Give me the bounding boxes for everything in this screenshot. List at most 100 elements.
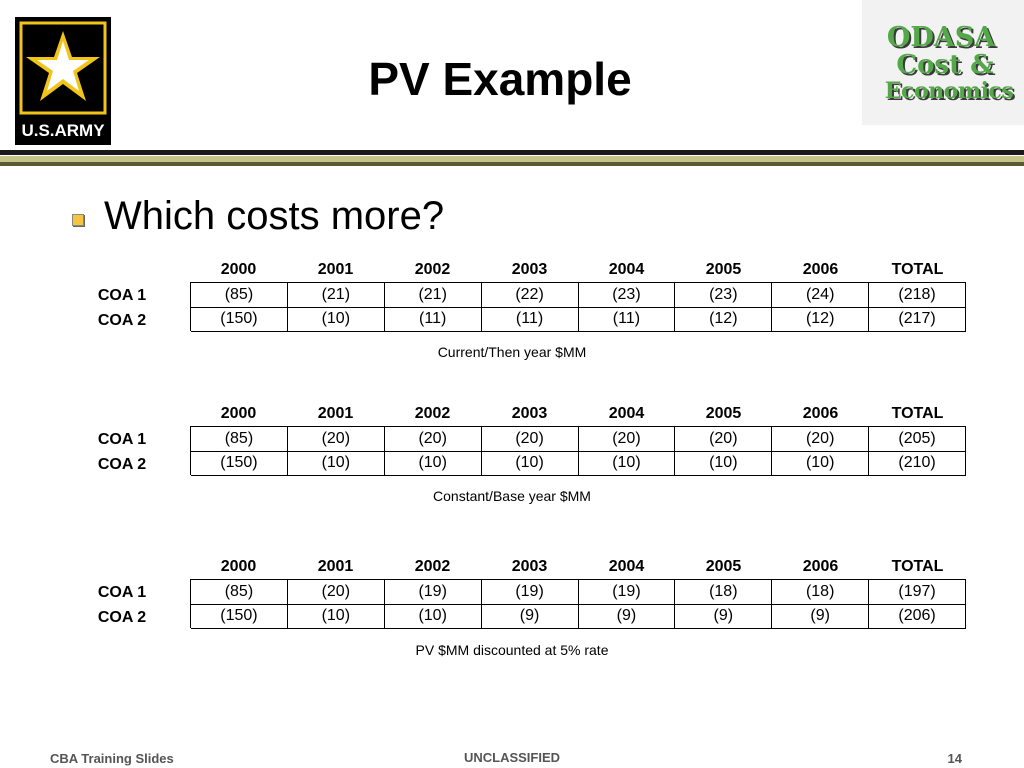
bullet-item: Which costs more?	[72, 188, 444, 244]
table-cell: (18)	[772, 580, 870, 605]
table-cell: (10)	[384, 604, 482, 629]
header-cell: 2001	[317, 405, 354, 422]
table-header: 2000 2001 2002 2003 2004 2005 2006 TOTAL	[190, 258, 966, 282]
header-cell: 2006	[802, 405, 839, 422]
table-cell: (19)	[578, 580, 676, 605]
table-cell: (10)	[384, 451, 482, 476]
table-cell: (21)	[384, 283, 482, 308]
table-cell: (10)	[287, 451, 385, 476]
table-cell: (20)	[578, 427, 676, 452]
table-cell: (21)	[287, 283, 385, 308]
army-logo: U.S.ARMY	[15, 17, 111, 145]
table-cell: (10)	[287, 604, 385, 629]
header-cell: 2000	[220, 261, 257, 278]
table-cell: (85)	[191, 427, 288, 452]
table-cell: (19)	[481, 580, 579, 605]
odasa-logo-line1: ODASA	[886, 22, 996, 53]
row-label: COA 2	[97, 456, 147, 473]
table-cell: (23)	[578, 283, 676, 308]
table-cell: (10)	[287, 307, 385, 332]
header-cell: 2006	[802, 261, 839, 278]
header-cell: 2003	[511, 558, 548, 575]
table-cell: (20)	[481, 427, 579, 452]
header-cell: 2001	[317, 261, 354, 278]
header-cell: 2003	[511, 405, 548, 422]
army-logo-text: U.S.ARMY	[15, 117, 111, 145]
bullet-text: Which costs more?	[104, 193, 445, 238]
table-cell: (10)	[481, 451, 579, 476]
table-cell: (23)	[675, 283, 773, 308]
row-label: COA 1	[97, 584, 147, 601]
header-cell: 2005	[705, 261, 742, 278]
header-cell: 2005	[705, 558, 742, 575]
table-cell: (85)	[191, 580, 288, 605]
header-cell: 2006	[802, 558, 839, 575]
table-cell: (9)	[772, 604, 870, 629]
odasa-logo-line3: Economics	[884, 78, 1014, 104]
row-label: COA 2	[97, 312, 147, 329]
header-cell: 2004	[608, 261, 645, 278]
table-cell: (9)	[481, 604, 579, 629]
header-cell: 2000	[220, 405, 257, 422]
table-cell: (85)	[191, 283, 288, 308]
table-cell: (9)	[578, 604, 676, 629]
table-cell: (206)	[869, 604, 966, 629]
table-header: 2000 2001 2002 2003 2004 2005 2006 TOTAL	[190, 555, 966, 579]
table-cell: (10)	[772, 451, 870, 476]
header-cell: 2002	[414, 261, 451, 278]
table-cell: (12)	[772, 307, 870, 332]
table-cell: (22)	[481, 283, 579, 308]
table-row: (85) (20) (19) (19) (19) (18) (18) (197)	[191, 580, 966, 605]
table-row: (150) (10) (10) (10) (10) (10) (10) (210…	[191, 451, 966, 476]
table-cell: (210)	[869, 451, 966, 476]
table-cell: (218)	[869, 283, 966, 308]
classification-label: UNCLASSIFIED	[463, 750, 561, 765]
table-caption: Constant/Base year $MM	[433, 488, 591, 504]
header-cell: 2005	[705, 405, 742, 422]
header-divider	[0, 150, 1024, 155]
row-label: COA 2	[97, 609, 147, 626]
header-cell: 2000	[220, 558, 257, 575]
header-cell: 2001	[317, 558, 354, 575]
table-cell: (150)	[191, 307, 288, 332]
table-cell: (20)	[384, 427, 482, 452]
table-cell: (10)	[578, 451, 676, 476]
header-cell: TOTAL	[891, 558, 944, 575]
header-cell: 2003	[511, 261, 548, 278]
table-cell: (24)	[772, 283, 870, 308]
row-label: COA 1	[97, 287, 147, 304]
row-label: COA 1	[97, 431, 147, 448]
header-cell: 2004	[608, 558, 645, 575]
table-header: 2000 2001 2002 2003 2004 2005 2006 TOTAL	[190, 402, 966, 426]
header-cell: 2002	[414, 558, 451, 575]
table-cell: (9)	[675, 604, 773, 629]
table-cell: (20)	[675, 427, 773, 452]
footer-title: CBA Training Slides	[50, 751, 174, 766]
table-cell: (20)	[772, 427, 870, 452]
header-cell: 2002	[414, 405, 451, 422]
table-cell: (18)	[675, 580, 773, 605]
odasa-logo-line2: Cost &	[896, 50, 994, 80]
header-cell: 2004	[608, 405, 645, 422]
table-cell: (11)	[384, 307, 482, 332]
table-row: (85) (20) (20) (20) (20) (20) (20) (205)	[191, 427, 966, 452]
header-cell: TOTAL	[891, 261, 944, 278]
table-cell: (11)	[578, 307, 676, 332]
table-caption: Current/Then year $MM	[437, 344, 587, 360]
page-number: 14	[947, 751, 962, 766]
table-row: (85) (21) (21) (22) (23) (23) (24) (218)	[191, 283, 966, 308]
square-bullet-icon	[72, 214, 84, 226]
table-cell: (150)	[191, 604, 288, 629]
header-divider	[0, 156, 1024, 162]
page-title: PV Example	[368, 53, 632, 105]
header-divider	[0, 162, 1024, 166]
army-star-icon	[15, 17, 111, 117]
header-cell: TOTAL	[891, 405, 944, 422]
table-cell: (197)	[869, 580, 966, 605]
table-cell: (10)	[675, 451, 773, 476]
table-grid: (85) (20) (20) (20) (20) (20) (20) (205)…	[190, 426, 966, 476]
table-cell: (150)	[191, 451, 288, 476]
table-grid: (85) (20) (19) (19) (19) (18) (18) (197)…	[190, 579, 966, 629]
table-grid: (85) (21) (21) (22) (23) (23) (24) (218)…	[190, 282, 966, 332]
table-cell: (11)	[481, 307, 579, 332]
